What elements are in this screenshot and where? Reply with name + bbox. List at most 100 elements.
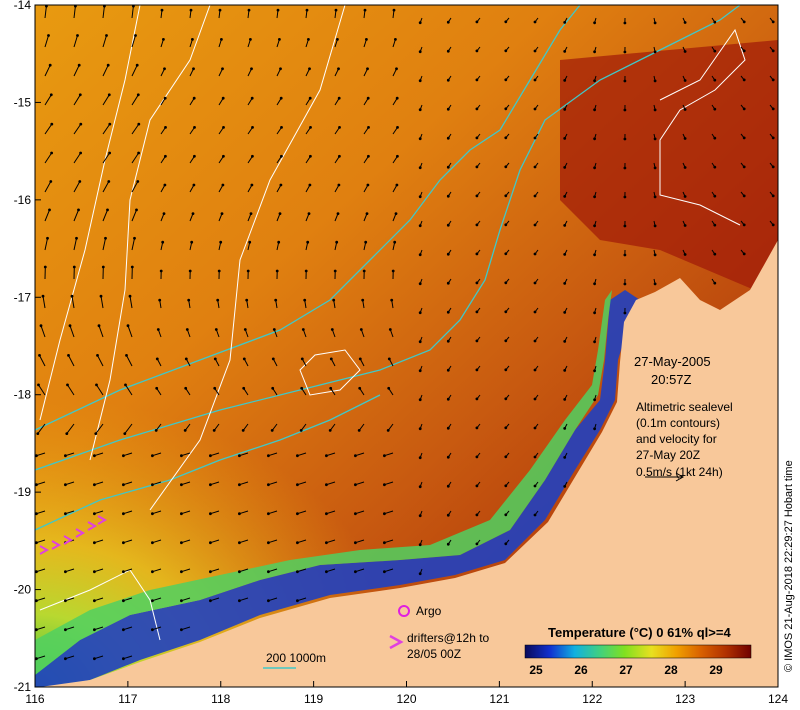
velocity-arrow-head bbox=[446, 513, 450, 517]
isobath-1000m bbox=[35, 5, 581, 431]
velocity-arrow-head bbox=[446, 310, 450, 314]
velocity-arrow-head bbox=[132, 5, 135, 8]
velocity-arrow-head bbox=[418, 166, 422, 170]
velocity-arrow-head bbox=[151, 541, 154, 545]
velocity-arrow-head bbox=[418, 485, 422, 489]
warm-water-region bbox=[560, 40, 778, 300]
velocity-arrow-head bbox=[418, 195, 422, 199]
velocity-arrow-head bbox=[383, 483, 386, 487]
velocity-arrow-head bbox=[593, 166, 596, 170]
velocity-arrow-head bbox=[593, 137, 596, 141]
velocity-arrow-head bbox=[446, 20, 450, 24]
velocity-arrow-head bbox=[45, 5, 48, 8]
velocity-arrow-head bbox=[66, 383, 69, 387]
velocity-arrow-head bbox=[418, 50, 422, 54]
velocity-arrow-head bbox=[771, 165, 775, 169]
velocity-arrow-head bbox=[70, 294, 74, 298]
velocity-arrow-head bbox=[137, 122, 141, 126]
velocity-arrow-head bbox=[50, 122, 54, 126]
velocity-arrow-head bbox=[623, 50, 627, 54]
lon-tick-label: 120 bbox=[396, 692, 416, 706]
velocity-arrow bbox=[131, 209, 137, 222]
drifter-marker bbox=[63, 535, 74, 545]
velocity-arrow-head bbox=[325, 512, 328, 516]
colorbar-tick-label: 25 bbox=[529, 663, 543, 677]
velocity-arrow-head bbox=[533, 368, 537, 372]
velocity-arrow-head bbox=[593, 21, 596, 25]
velocity-arrow-head bbox=[563, 369, 567, 372]
velocity-arrow-head bbox=[238, 483, 241, 487]
velocity-arrow-head bbox=[220, 38, 223, 41]
velocity-arrow-head bbox=[180, 512, 183, 516]
velocity-arrow bbox=[384, 510, 394, 515]
velocity-arrow-head bbox=[78, 93, 82, 97]
velocity-arrow-head bbox=[96, 354, 99, 357]
velocity-arrow-head bbox=[653, 253, 657, 257]
drifter-marker bbox=[75, 528, 86, 538]
drifter-tracks bbox=[39, 515, 108, 555]
velocity-arrow-head bbox=[209, 570, 212, 574]
velocity-arrow-head bbox=[364, 240, 368, 244]
velocity-arrow-head bbox=[395, 67, 398, 71]
velocity-arrow-head bbox=[191, 212, 195, 216]
velocity-arrow bbox=[94, 597, 104, 602]
sealevel-contour bbox=[89, 5, 211, 461]
velocity-arrow-head bbox=[64, 628, 67, 632]
velocity-arrow bbox=[123, 597, 133, 602]
velocity-arrow-head bbox=[93, 512, 96, 516]
velocity-arrow-head bbox=[383, 454, 386, 458]
lon-tick-label: 116 bbox=[25, 692, 44, 706]
velocity-arrow-head bbox=[683, 108, 687, 111]
velocity-arrow bbox=[355, 452, 365, 457]
velocity-arrow-head bbox=[446, 426, 450, 430]
velocity-arrow-head bbox=[475, 513, 479, 517]
velocity-arrow-head bbox=[79, 122, 83, 126]
velocity-arrow-head bbox=[446, 397, 450, 401]
velocity-arrow-head bbox=[104, 236, 107, 240]
date-label: 27-May-2005 bbox=[634, 354, 711, 369]
velocity-arrow-head bbox=[280, 126, 283, 129]
velocity-arrow-head bbox=[64, 512, 67, 516]
velocity-arrow-head bbox=[330, 328, 334, 331]
velocity-arrow-head bbox=[361, 298, 365, 302]
lon-tick-label: 123 bbox=[675, 692, 695, 706]
velocity-arrow-head bbox=[180, 483, 183, 487]
velocity-arrow-head bbox=[279, 96, 283, 100]
velocity-arrow-head bbox=[35, 599, 38, 603]
velocity-arrow bbox=[36, 481, 46, 486]
velocity-arrow-head bbox=[504, 194, 508, 198]
velocity-arrow-head bbox=[155, 357, 159, 361]
velocity-arrow-head bbox=[563, 282, 567, 285]
velocity-arrow bbox=[297, 510, 307, 515]
velocity-arrow-head bbox=[418, 108, 422, 112]
velocity-arrow-head bbox=[386, 429, 390, 432]
velocity-arrow-head bbox=[533, 136, 537, 140]
velocity-arrow-head bbox=[163, 96, 167, 100]
velocity-arrow-head bbox=[742, 49, 746, 53]
velocity-arrow-head bbox=[365, 212, 369, 216]
velocity-arrow-head bbox=[338, 126, 341, 129]
land-mass bbox=[40, 240, 778, 687]
velocity-arrow-head bbox=[180, 541, 183, 545]
velocity-arrow-head bbox=[533, 165, 537, 169]
isobath-200m bbox=[35, 5, 741, 471]
velocity-arrow-head bbox=[623, 137, 627, 141]
velocity-arrow-head bbox=[533, 223, 537, 227]
velocity-arrow-head bbox=[128, 294, 132, 298]
velocity-arrow-head bbox=[160, 8, 164, 12]
velocity-arrow bbox=[44, 94, 52, 106]
velocity-arrow-head bbox=[271, 357, 275, 361]
velocity-arrow-head bbox=[184, 386, 188, 390]
velocity-arrow-head bbox=[329, 357, 333, 361]
velocity-arrow-head bbox=[563, 398, 567, 401]
velocity-arrow-head bbox=[151, 628, 154, 632]
velocity-arrow-head bbox=[155, 386, 159, 390]
velocity-arrow-head bbox=[363, 8, 367, 12]
velocity-arrow bbox=[123, 568, 133, 573]
velocity-arrow-head bbox=[74, 5, 77, 8]
velocity-arrow bbox=[268, 452, 278, 457]
velocity-arrow-head bbox=[504, 165, 508, 169]
velocity-arrow bbox=[355, 539, 365, 544]
velocity-arrow-head bbox=[213, 357, 217, 361]
velocity-arrow-head bbox=[713, 78, 717, 82]
